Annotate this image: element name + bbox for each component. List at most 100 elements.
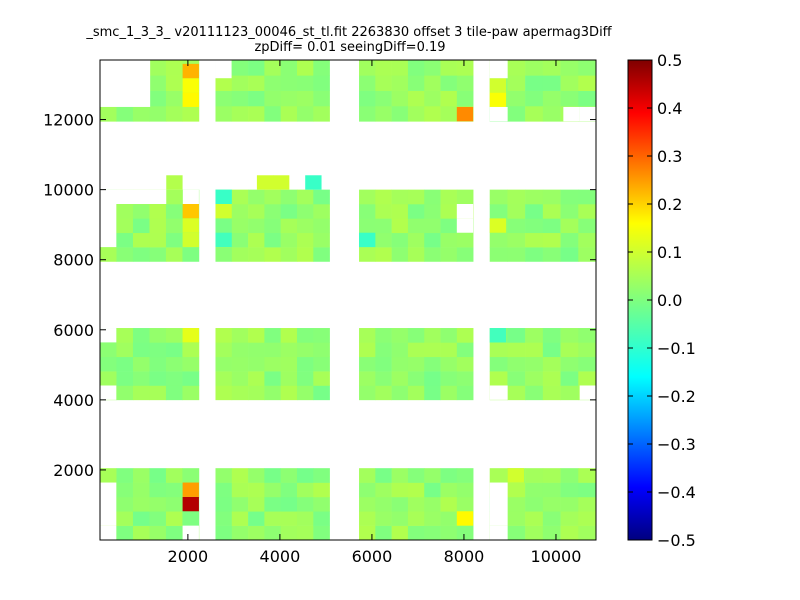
heatmap-cell [215,496,233,512]
heatmap-cell [560,60,579,76]
heatmap-cell [248,60,265,76]
heatmap-cell [456,75,474,91]
heatmap-cell [407,247,425,262]
heatmap-cell [280,525,298,541]
heatmap-cell [231,90,249,107]
heatmap-cell [507,60,526,76]
heatmap-cell [215,385,233,401]
heatmap-cell [525,232,544,248]
heatmap-cell [165,371,183,386]
heatmap-cell [440,247,458,262]
heatmap-cell [375,371,392,386]
heatmap-cell [116,525,134,541]
heatmap-cell [507,328,526,343]
heatmap-cell [525,525,544,541]
heatmap-cell [296,385,314,401]
heatmap-cell [116,482,134,498]
heatmap-cell [248,232,265,248]
heatmap-cell [231,75,249,91]
heatmap-cell [542,247,561,262]
heatmap-cell [231,371,249,386]
heatmap-cell-highlight [182,78,199,93]
heatmap-cell-highlight [489,78,507,93]
heatmap-cell [359,247,376,262]
heatmap-cell [375,204,392,219]
y-tick-label: 10000 [43,181,94,200]
heatmap-cell [407,385,425,401]
heatmap-cell [375,328,392,343]
heatmap-cell [489,247,508,262]
heatmap-cell [116,342,134,358]
heatmap-cell [456,496,474,512]
heatmap-cell [313,482,330,498]
heatmap-cell [116,328,134,343]
y-axis: 2000 4000 6000 8000 10000 12000 [43,111,596,480]
heatmap-cell [525,356,544,372]
heatmap-cell [560,75,579,91]
heatmap-cell [165,328,183,343]
heatmap-cell [542,525,561,541]
empty-cell [182,525,199,540]
heatmap-cell [231,482,249,498]
heatmap-cell [296,90,314,107]
heatmap-cell [578,204,597,219]
heatmap-cell [165,385,183,401]
heatmap-cell [375,189,392,205]
heatmap-cell [525,482,544,498]
heatmap-cell [231,342,249,358]
heatmap-cell-highlight [456,511,474,526]
heatmap-cell [391,342,409,358]
heatmap-cell [231,468,249,483]
heatmap-cell [264,468,281,483]
heatmap-cell [149,90,167,107]
heatmap-cell [149,496,167,512]
heatmap-cell [231,356,249,372]
empty-cell [489,106,508,122]
heatmap-cell [391,218,409,234]
heatmap-cell [132,232,150,248]
heatmap-cell-highlight [456,106,474,122]
colorbar-tick-label: 0.5 [657,51,682,70]
heatmap-cell [149,525,167,541]
heatmap-cell [507,385,526,401]
heatmap-cell [231,247,249,262]
empty-cell [182,189,199,204]
heatmap-cell [313,60,330,76]
heatmap-cell [215,328,233,343]
empty-cell [489,482,508,526]
heatmap-cell [542,342,561,358]
heatmap-cell [525,105,544,122]
heatmap-cell [296,60,314,76]
heatmap-cell [149,60,167,76]
heatmap-cell [165,356,183,372]
colorbar-tick-label: 0.3 [657,147,682,166]
heatmap-cell [313,328,330,343]
chart-title: _smc_1_3_3_ v20111123_00046_st_tl.fit 22… [86,25,612,40]
heatmap-cell [359,371,376,386]
heatmap-cell [264,105,281,122]
heatmap-cell [359,218,376,234]
heatmap-cell [391,328,409,343]
heatmap-cell [391,511,409,526]
heatmap-cell [182,105,200,122]
empty-cell [100,204,117,248]
heatmap-cell [165,218,183,234]
heatmap-cell-highlight [182,218,199,233]
heatmap-cell [132,342,150,358]
heatmap-cell [149,482,167,498]
heatmap-cell [165,90,183,107]
heatmap-cell [507,356,526,372]
heatmap-cell [440,189,458,205]
heatmap-cell [149,511,167,526]
heatmap-cell [424,90,441,107]
heatmap-cell-highlight [273,175,290,190]
heatmap-cell [264,496,281,512]
heatmap-cell [248,468,265,483]
heatmap-cell [248,90,265,107]
heatmap-cell [507,371,526,386]
heatmap-cell [456,328,474,343]
heatmap-cell [296,511,314,526]
heatmap-cell [456,90,474,107]
heatmap-cell [215,482,233,498]
heatmap-cell [264,247,281,262]
